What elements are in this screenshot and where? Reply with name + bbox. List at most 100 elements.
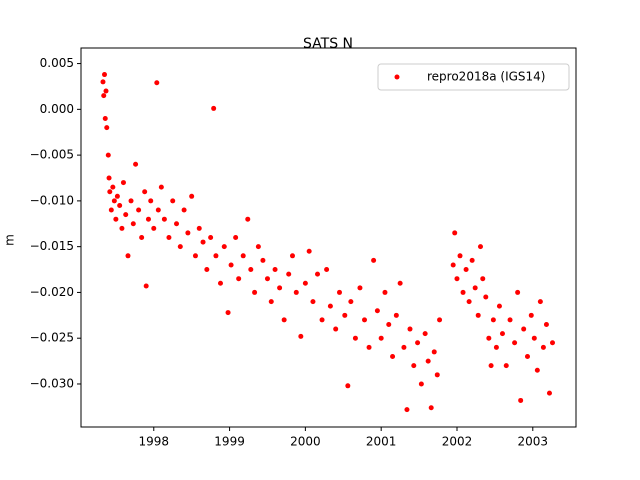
data-point xyxy=(155,207,161,213)
data-point xyxy=(466,299,472,305)
data-point xyxy=(185,230,191,236)
data-point xyxy=(133,161,139,167)
data-point xyxy=(457,253,463,259)
y-tick-label: 0.005 xyxy=(40,56,74,70)
y-tick-label: −0.030 xyxy=(30,376,74,390)
legend: repro2018a (IGS14) xyxy=(377,63,570,91)
data-point xyxy=(390,354,396,360)
y-axis-label: m xyxy=(3,234,17,246)
data-point xyxy=(106,175,112,181)
data-point xyxy=(101,72,107,78)
plot-area xyxy=(100,72,556,413)
data-point xyxy=(233,235,239,240)
data-point xyxy=(503,363,509,369)
data-point xyxy=(100,79,106,85)
x-tick-label: 1998 xyxy=(138,435,169,449)
data-point xyxy=(204,267,210,273)
data-point xyxy=(130,221,136,227)
data-point xyxy=(374,308,380,314)
data-point xyxy=(393,312,399,318)
y-tick-label: −0.015 xyxy=(30,239,74,253)
data-point xyxy=(512,340,518,346)
data-point xyxy=(518,397,524,403)
data-point xyxy=(120,180,126,186)
data-point xyxy=(128,198,134,204)
data-point xyxy=(255,244,261,250)
data-point xyxy=(123,212,129,218)
data-point xyxy=(315,271,321,277)
data-point xyxy=(534,367,540,373)
data-point xyxy=(139,235,145,240)
data-point xyxy=(475,312,481,318)
data-point xyxy=(228,262,234,268)
legend-marker xyxy=(394,74,400,80)
data-point xyxy=(154,80,160,86)
data-point xyxy=(386,321,392,327)
data-point xyxy=(213,253,219,259)
data-point xyxy=(286,271,292,277)
data-point xyxy=(170,198,176,204)
data-point xyxy=(108,207,114,213)
y-tick-label: 0.000 xyxy=(40,102,74,116)
data-point xyxy=(148,198,154,204)
data-point xyxy=(114,193,120,199)
data-point xyxy=(515,289,521,295)
data-point xyxy=(221,244,227,250)
data-point xyxy=(113,216,119,222)
data-point xyxy=(521,326,527,332)
data-point xyxy=(469,257,475,263)
data-point xyxy=(142,189,148,195)
data-point xyxy=(119,225,125,231)
data-point xyxy=(252,289,258,295)
data-point xyxy=(117,202,123,208)
data-point xyxy=(298,333,304,339)
data-point xyxy=(245,216,251,222)
data-point xyxy=(104,125,110,131)
data-point xyxy=(477,244,483,250)
data-point xyxy=(378,335,384,341)
x-tick-label: 2000 xyxy=(290,435,321,449)
data-point xyxy=(540,344,546,350)
data-point xyxy=(333,326,339,332)
data-point xyxy=(463,267,469,273)
data-point xyxy=(528,312,534,318)
data-point xyxy=(248,267,254,273)
data-point xyxy=(411,363,417,369)
x-tick-label: 2003 xyxy=(518,435,549,449)
chart-title: SATS N xyxy=(303,36,353,52)
data-point xyxy=(174,221,180,227)
data-point xyxy=(281,317,287,323)
data-point xyxy=(546,390,552,396)
data-point xyxy=(236,276,242,282)
data-point xyxy=(348,299,354,305)
data-point xyxy=(472,285,478,291)
data-point xyxy=(425,358,431,364)
data-point xyxy=(260,257,266,263)
data-point xyxy=(531,335,537,341)
data-point xyxy=(434,372,440,378)
data-point xyxy=(371,257,377,263)
data-point xyxy=(189,193,195,199)
data-point xyxy=(404,407,410,413)
data-point xyxy=(111,198,117,204)
data-point xyxy=(493,344,499,350)
data-point xyxy=(196,225,202,231)
data-point xyxy=(208,235,214,240)
data-point xyxy=(200,239,206,245)
data-point xyxy=(524,354,530,360)
data-point xyxy=(177,244,183,250)
data-point xyxy=(145,216,151,222)
data-point xyxy=(486,335,492,341)
data-point xyxy=(136,207,142,213)
data-point xyxy=(483,294,489,300)
data-point xyxy=(352,335,358,341)
x-tick-label: 1999 xyxy=(214,435,245,449)
data-point xyxy=(166,235,172,240)
data-point xyxy=(225,310,231,316)
data-point xyxy=(293,289,299,295)
data-point xyxy=(366,344,372,350)
data-point xyxy=(240,253,246,259)
data-point xyxy=(107,189,113,195)
data-point xyxy=(217,280,223,286)
data-point xyxy=(327,303,333,309)
